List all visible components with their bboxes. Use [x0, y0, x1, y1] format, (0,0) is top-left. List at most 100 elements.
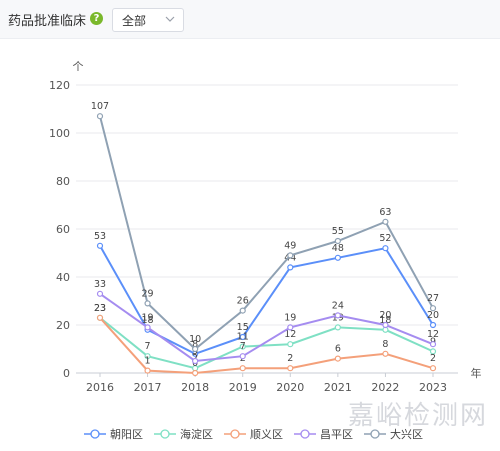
data-point	[334, 254, 341, 261]
x-tick-label: 2017	[134, 381, 162, 394]
data-point	[334, 324, 341, 331]
data-label: 2	[430, 353, 436, 364]
data-point	[287, 365, 294, 372]
data-point	[382, 350, 389, 357]
data-point	[192, 369, 199, 377]
y-tick-label: 80	[56, 175, 70, 188]
x-tick-label: 2019	[229, 381, 257, 394]
data-label: 2	[287, 353, 293, 364]
legend-swatch-marker	[230, 429, 240, 439]
data-label: 18	[379, 315, 391, 326]
chevron-down-icon	[165, 16, 175, 22]
data-point	[239, 365, 246, 372]
series-line	[99, 115, 434, 351]
legend-label: 昌平区	[320, 428, 353, 441]
data-point	[429, 365, 437, 372]
legend-swatch-marker	[370, 429, 380, 439]
x-tick-label: 2022	[371, 381, 399, 394]
data-label: 26	[237, 296, 249, 307]
data-label: 8	[382, 339, 388, 350]
data-point	[429, 305, 437, 312]
data-point	[382, 218, 389, 225]
data-label: 1	[145, 356, 151, 367]
data-point	[192, 345, 199, 353]
watermark: 嘉峪检测网	[348, 401, 489, 431]
data-label: 10	[189, 334, 201, 345]
data-point	[287, 341, 294, 348]
x-tick-label: 2018	[181, 381, 209, 394]
legend-label: 海淀区	[180, 427, 213, 441]
data-point	[144, 353, 151, 360]
series-line	[99, 292, 434, 363]
data-label: 15	[237, 322, 249, 333]
legend-swatch-marker	[90, 429, 100, 439]
data-point	[239, 307, 246, 314]
data-label: 29	[142, 288, 154, 299]
legend-label: 朝阳区	[110, 428, 143, 441]
data-label: 49	[284, 240, 296, 251]
y-tick-label: 40	[56, 271, 70, 284]
data-point	[429, 341, 437, 348]
data-label: 12	[427, 329, 439, 340]
data-point	[287, 264, 294, 271]
data-point	[192, 357, 199, 365]
y-axis-label: 个	[73, 60, 84, 73]
x-tick-label: 2016	[86, 381, 114, 394]
data-label: 19	[284, 312, 296, 323]
legend-swatch-marker	[300, 429, 310, 439]
series-line	[99, 317, 434, 375]
x-tick-label: 2023	[419, 381, 447, 394]
legend-swatch-marker	[160, 429, 170, 439]
y-tick-label: 100	[49, 127, 70, 140]
region-select[interactable]: 全部	[112, 8, 184, 32]
data-label: 20	[427, 310, 439, 321]
data-point	[429, 348, 437, 355]
x-tick-label: 2020	[276, 381, 304, 394]
y-tick-label: 20	[56, 319, 70, 332]
data-point	[429, 321, 437, 329]
y-tick-label: 120	[49, 79, 70, 92]
data-point	[334, 355, 341, 362]
data-point	[334, 237, 341, 245]
data-label: 33	[94, 279, 106, 290]
question-circle-icon[interactable]: ?	[90, 12, 103, 25]
data-label: 6	[335, 344, 341, 355]
y-tick-label: 60	[56, 223, 70, 236]
data-label: 27	[427, 293, 439, 304]
data-point	[239, 343, 246, 350]
data-point	[239, 333, 246, 341]
data-point	[287, 324, 294, 331]
data-label: 20	[379, 310, 391, 321]
chart-header: 药品批准临床 ? 全部	[0, 0, 500, 39]
x-tick-label: 2021	[324, 381, 352, 394]
data-point	[239, 353, 246, 360]
data-point	[382, 245, 389, 252]
data-label: 12	[284, 329, 296, 340]
legend-label: 顺义区	[250, 428, 283, 441]
data-label: 8	[192, 339, 198, 350]
data-label: 19	[142, 312, 154, 323]
data-label: 107	[91, 101, 109, 112]
data-point	[144, 324, 151, 331]
legend-label: 大兴区	[390, 427, 423, 441]
chart-title: 药品批准临床	[8, 14, 87, 29]
data-point	[144, 300, 151, 307]
region-select-value: 全部	[122, 14, 147, 28]
data-label: 7	[145, 341, 151, 352]
data-point	[287, 252, 294, 259]
data-point	[96, 290, 104, 297]
data-point	[144, 367, 151, 374]
data-point	[382, 321, 389, 329]
x-axis-label: 年	[471, 366, 482, 380]
series-line	[99, 317, 434, 370]
data-label: 24	[332, 300, 344, 311]
series-line	[99, 245, 434, 355]
data-label: 18	[142, 315, 154, 326]
y-tick-label: 0	[63, 367, 70, 380]
data-point	[96, 242, 104, 249]
data-point	[96, 113, 104, 120]
data-label: 7	[240, 341, 246, 352]
data-label: 23	[94, 303, 106, 314]
data-label: 11	[237, 332, 249, 343]
